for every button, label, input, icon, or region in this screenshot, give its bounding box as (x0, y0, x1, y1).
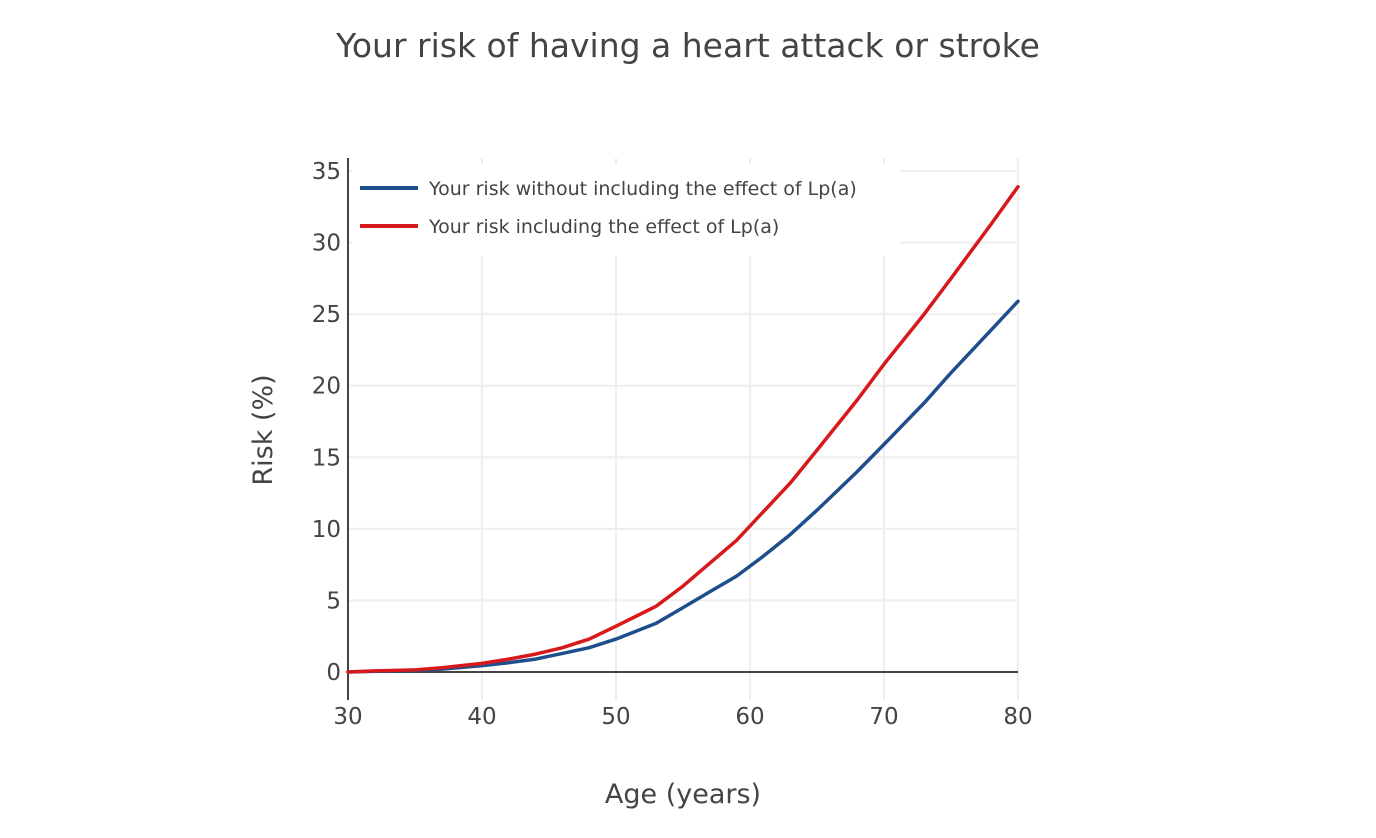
chart-title: Your risk of having a heart attack or st… (336, 26, 1040, 65)
series-layer (346, 184, 1020, 674)
legend-bg (352, 164, 900, 256)
axis-layer (347, 158, 1018, 700)
x-tick-label: 60 (735, 704, 764, 730)
y-tick-label: 0 (326, 660, 341, 686)
y-tick-label: 25 (312, 302, 341, 328)
y-tick-label: 30 (312, 231, 341, 257)
y-tick-label: 35 (312, 159, 341, 185)
x-tick-label: 40 (467, 704, 496, 730)
series-line-1 (346, 184, 1020, 674)
x-tick-label: 30 (333, 704, 362, 730)
y-tick-label: 15 (312, 445, 341, 471)
x-tick-label: 80 (1003, 704, 1032, 730)
legend-item-0[interactable]: Your risk without including the effect o… (360, 178, 857, 200)
y-tick-label: 20 (312, 374, 341, 400)
y-axis-title: Risk (%) (248, 374, 279, 485)
legend[interactable]: Your risk without including the effect o… (360, 178, 857, 238)
x-tick-label: 70 (869, 704, 898, 730)
x-tick-label: 50 (601, 704, 630, 730)
legend-background (352, 164, 900, 256)
legend-label: Your risk without including the effect o… (428, 178, 857, 200)
legend-label: Your risk including the effect of Lp(a) (428, 216, 779, 238)
y-tick-label: 10 (312, 517, 341, 543)
series-line-0 (346, 299, 1020, 674)
legend-item-1[interactable]: Your risk including the effect of Lp(a) (360, 216, 779, 238)
x-axis-title: Age (years) (605, 779, 761, 810)
tick-layer: 30 40 50 60 70 80 0 5 10 15 20 25 30 35 (312, 159, 1033, 730)
y-tick-label: 5 (326, 588, 341, 614)
